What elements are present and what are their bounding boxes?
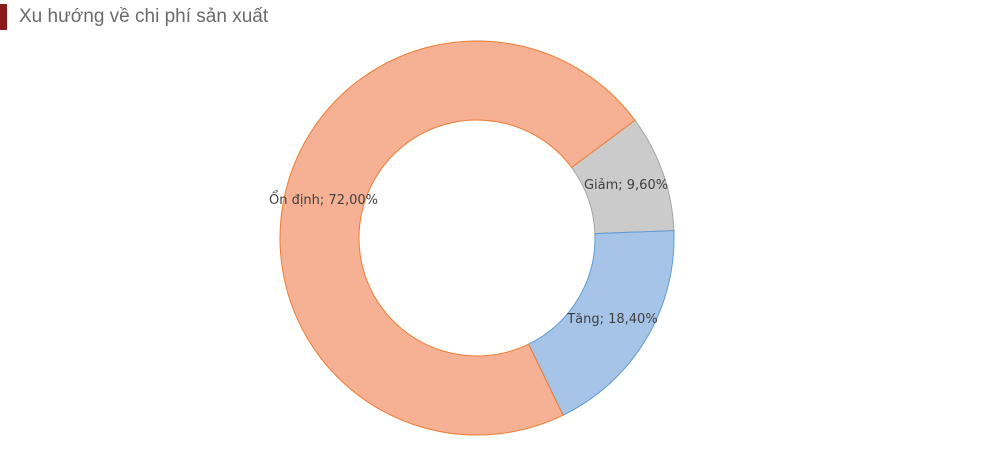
data-label: Ổn định; 72,00%: [269, 191, 378, 208]
title-accent: [0, 4, 7, 30]
donut-slice: [279, 40, 636, 436]
data-label: Tăng; 18,40%: [566, 312, 657, 327]
chart-title: Xu hướng về chi phí sản xuất: [19, 6, 269, 27]
data-label: Giảm; 9,60%: [584, 178, 668, 193]
